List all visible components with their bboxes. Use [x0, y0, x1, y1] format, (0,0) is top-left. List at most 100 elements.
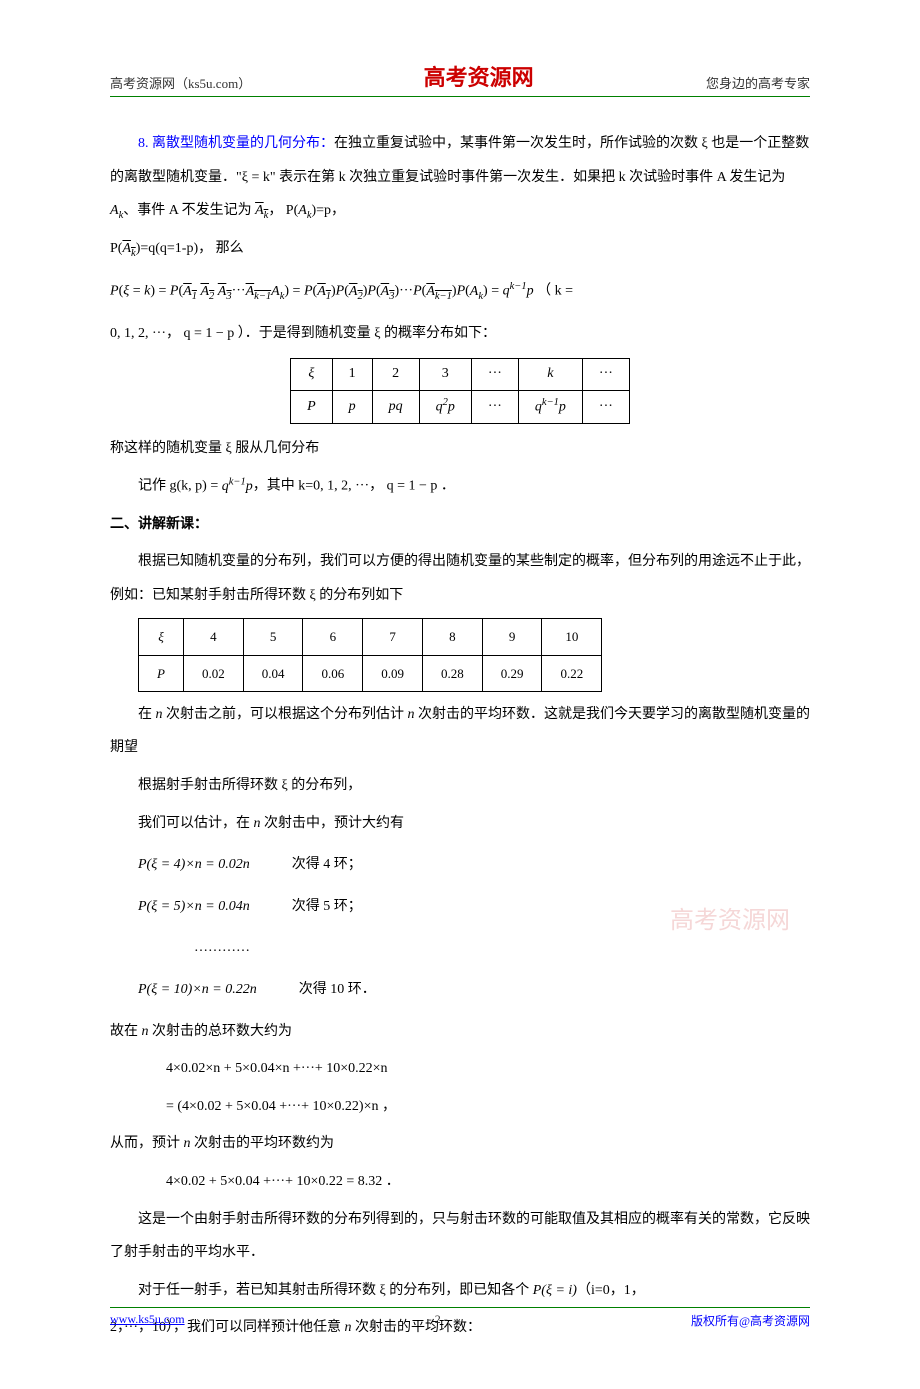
section8-title: 离散型随机变量的几何分布： [152, 136, 334, 151]
text-p: P( [110, 241, 122, 256]
qk1p: qk−1p [222, 479, 253, 494]
shooter-dist-table: ξ 4 5 6 7 8 9 10 P 0.02 0.04 0.06 0.09 0… [138, 618, 602, 691]
header-right-text: 您身边的高考专家 [706, 73, 810, 92]
formula-tail1: （ k = [534, 284, 573, 299]
table-cell: 0.04 [243, 655, 303, 691]
after-table1: 称这样的随机变量 ξ 服从几何分布 [110, 432, 810, 466]
table-cell: 0.06 [303, 655, 363, 691]
notation-suffix: ，其中 k=0, 1, 2, ···， q = 1 − p ． [253, 479, 455, 494]
table-cell: 0.29 [482, 655, 542, 691]
section8-text5: )=p， [312, 203, 346, 218]
t2p3a: 我们可以估计，在 [138, 816, 254, 831]
f2s: 次得 5 环； [292, 899, 362, 914]
avgt: 4×0.02 + 5×0.04 +···+ 10×0.22 = 8.32 ． [166, 1174, 400, 1189]
table-cell: q2p [419, 390, 471, 423]
notation-line: 记作 g(k, p) = qk−1p，其中 k=0, 1, 2, ···， q … [110, 469, 810, 503]
table-cell: 0.02 [183, 655, 243, 691]
table-cell: 3 [419, 359, 471, 390]
lecture-para1-text: 根据已知随机变量的分布列，我们可以方便的得出随机变量的某些制定的概率，但分布列的… [110, 554, 810, 603]
main-content: 8. 离散型随机变量的几何分布：在独立重复试验中，某事件第一次发生时，所作试验的… [110, 127, 810, 1345]
formula-p5: P(ξ = 5)×n = 0.04n 次得 5 环； [110, 890, 810, 924]
text-q: )=q(q=1-p)， 那么 [136, 241, 244, 256]
sum2t: = (4×0.02 + 5×0.04 +···+ 10×0.22)×n ， [166, 1099, 396, 1114]
avg-intro: 从而，预计 n 次射击的平均环数约为 [110, 1127, 810, 1161]
f3s: 次得 10 环． [299, 982, 376, 997]
formula-p10: P(ξ = 10)×n = 0.22n 次得 10 环． [110, 973, 810, 1007]
notation-prefix: 记作 g(k, p) = [138, 479, 222, 494]
document-page: 高考资源网（ks5u.com） 高考资源网 您身边的高考专家 8. 离散型随机变… [0, 0, 920, 1389]
table-cell: pq [372, 390, 419, 423]
ak-symbol: Ak [110, 203, 123, 218]
table-cell: 1 [332, 359, 372, 390]
f3: P(ξ = 10)×n = 0.22n [138, 982, 257, 997]
table-cell: k [518, 359, 582, 390]
ak-symbol2: Ak [298, 203, 311, 218]
p7a: 对于任一射手，若已知其射击所得环数 ξ 的分布列，即已知各个 [138, 1283, 533, 1298]
t2p1b: 次射击之前，可以根据这个分布列估计 [163, 707, 408, 722]
table-cell: ··· [582, 390, 629, 423]
table-cell: 9 [482, 619, 542, 655]
table-cell: ··· [582, 359, 629, 390]
table-cell: 7 [363, 619, 423, 655]
table-cell: 2 [372, 359, 419, 390]
footer-url: www.ks5u.com [110, 1312, 185, 1329]
header-left-text: 高考资源网（ks5u.com） [110, 73, 251, 92]
t2p1a: 在 [138, 707, 156, 722]
section8-quote: "ξ = k" [236, 170, 276, 185]
table-cell: 8 [422, 619, 482, 655]
section8-text2: 表示在第 k 次独立重复试验时事件第一次发生．如果把 k 次试验时事件 A 发生… [276, 170, 786, 185]
lecture-para1: 根据已知随机变量的分布列，我们可以方便的得出随机变量的某些制定的概率，但分布列的… [110, 545, 810, 612]
formula-pxi: P [110, 284, 119, 299]
table-cell: ξ [291, 359, 333, 390]
formula-dots: ………… [110, 931, 810, 965]
after-t2-p1: 在 n 次射击之前，可以根据这个分布列估计 n 次射击的平均环数．这就是我们今天… [110, 698, 810, 765]
f2: P(ξ = 5)×n = 0.04n [138, 899, 250, 914]
page-header: 高考资源网（ks5u.com） 高考资源网 您身边的高考专家 [110, 60, 810, 97]
table-cell: 0.22 [542, 655, 602, 691]
table-row: ξ 4 5 6 7 8 9 10 [139, 619, 602, 655]
section8-prob-def: P(Ak)=q(q=1-p)， 那么 [110, 232, 810, 266]
footer-copyright: 版权所有@高考资源网 [691, 1312, 810, 1329]
geometric-dist-table: ξ 1 2 3 ··· k ··· P p pq q2p ··· qk−1p ·… [290, 358, 630, 423]
ak-bar-symbol: Ak [255, 203, 268, 218]
f1: P(ξ = 4)×n = 0.02n [138, 857, 250, 872]
p7c: （i=0，1， [577, 1283, 645, 1298]
section8-intro: 8. 离散型随机变量的几何分布：在独立重复试验中，某事件第一次发生时，所作试验的… [110, 127, 810, 228]
table-row: ξ 1 2 3 ··· k ··· [291, 359, 630, 390]
table-row: P 0.02 0.04 0.06 0.09 0.28 0.29 0.22 [139, 655, 602, 691]
general-case: 对于任一射手，若已知其射击所得环数 ξ 的分布列，即已知各个 P(ξ = i)（… [110, 1274, 810, 1308]
table-cell: ··· [471, 359, 518, 390]
conclusion: 这是一个由射手射击所得环数的分布列得到的，只与射击环数的可能取值及其相应的概率有… [110, 1203, 810, 1270]
f1s: 次得 4 环； [292, 857, 362, 872]
after-t2-p2: 根据射手射击所得环数 ξ 的分布列， [110, 769, 810, 803]
avg-formula: 4×0.02 + 5×0.04 +···+ 10×0.22 = 8.32 ． [110, 1165, 810, 1199]
table-cell: qk−1p [518, 390, 582, 423]
formula-tail2: 0, 1, 2, ···， q = 1 − p ）．于是得到随机变量 ξ 的概率… [110, 317, 810, 351]
page-footer: www.ks5u.com - 2 - 版权所有@高考资源网 [110, 1307, 810, 1329]
table-cell: P [139, 655, 184, 691]
section8-text3: 、事件 A 不发生记为 [123, 203, 255, 218]
lecture-title: 二、讲解新课： [110, 508, 810, 542]
sum2: = (4×0.02 + 5×0.04 +···+ 10×0.22)×n ， [110, 1090, 810, 1124]
geometric-formula: P(ξ = k) = P(A1 A2 A3···Ak−1Ak) = P(A1)P… [110, 274, 810, 309]
total-rings: 故在 n 次射击的总环数大约为 [110, 1015, 810, 1049]
header-center-brand: 高考资源网 [424, 60, 534, 92]
table-cell: 0.28 [422, 655, 482, 691]
p4a: 故在 [110, 1024, 142, 1039]
table-cell: 0.09 [363, 655, 423, 691]
table-row: P p pq q2p ··· qk−1p ··· [291, 390, 630, 423]
table-cell: ξ [139, 619, 184, 655]
sum1t: 4×0.02×n + 5×0.04×n +···+ 10×0.22×n [166, 1061, 388, 1076]
p5b: 次射击的平均环数约为 [191, 1136, 335, 1151]
table-cell: ··· [471, 390, 518, 423]
p7b: P(ξ = i) [533, 1283, 577, 1298]
table-cell: p [332, 390, 372, 423]
formula-p4: P(ξ = 4)×n = 0.02n 次得 4 环； [110, 848, 810, 882]
after-t2-p3: 我们可以估计，在 n 次射击中，预计大约有 [110, 807, 810, 841]
section8-number: 8. [138, 136, 149, 151]
table-cell: 4 [183, 619, 243, 655]
table-cell: 6 [303, 619, 363, 655]
ak-bar2: Ak [122, 241, 135, 256]
sum1: 4×0.02×n + 5×0.04×n +···+ 10×0.22×n [110, 1052, 810, 1086]
p4b: 次射击的总环数大约为 [149, 1024, 293, 1039]
